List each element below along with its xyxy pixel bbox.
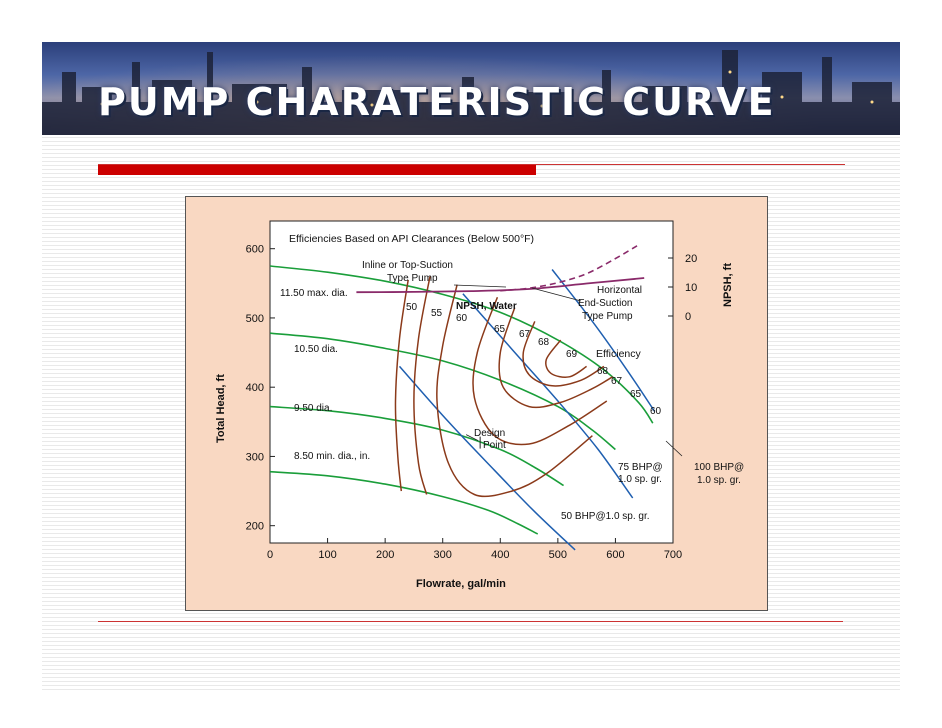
bhp-curve-0 <box>398 365 576 551</box>
efficiency-value-65b: 65 <box>630 389 642 400</box>
y2-tick-label: 0 <box>685 311 691 323</box>
head-curve-3 <box>269 470 539 535</box>
efficiency-value-65: 65 <box>494 324 506 335</box>
design-point-label-1: Design <box>474 428 505 439</box>
head-curve-2 <box>269 405 565 487</box>
efficiency-contour-5 <box>522 321 605 387</box>
efficiency-value-55: 55 <box>431 308 443 319</box>
efficiency-value-67b: 67 <box>611 376 623 387</box>
head-label-9-50: 9.50 dia. <box>294 403 332 414</box>
bhp-75-label-2: 1.0 sp. gr. <box>618 474 662 485</box>
y2-axis-label: NPSH, ft <box>722 263 734 307</box>
x-tick-label: 200 <box>376 549 394 561</box>
header-banner <box>42 42 900 135</box>
efficiency-value-60b: 60 <box>650 406 662 417</box>
npsh-inline-curve <box>500 244 639 292</box>
slide-title: PUMP CHARATERISTIC CURVE <box>98 80 776 124</box>
chart-title: Efficiencies Based on API Clearances (Be… <box>289 233 534 245</box>
bhp-75-label-1: 75 BHP@ <box>618 462 663 473</box>
efficiency-contour-6 <box>545 339 588 378</box>
bhp-100-label-2: 1.0 sp. gr. <box>697 475 741 486</box>
head-label-8-50: 8.50 min. dia., in. <box>294 451 370 462</box>
head-curve-1 <box>269 332 616 451</box>
title-accent-bar <box>98 165 536 175</box>
x-tick-label: 700 <box>664 549 682 561</box>
x-axis-label: Flowrate, gal/min <box>416 578 506 590</box>
x-tick-label: 600 <box>606 549 624 561</box>
annotation-arrow-1 <box>531 287 582 302</box>
efficiency-value-50: 50 <box>406 302 418 313</box>
chart-canvas: 0 100 200 300 400 500 600 700 200 300 400 500 600 0 10… <box>215 220 744 590</box>
y-tick-label: 500 <box>246 313 264 325</box>
efficiency-value-69: 69 <box>566 349 578 360</box>
pump-chart: 0 100 200 300 400 500 600 700 200 300 400 500 600 0 10… <box>185 196 768 611</box>
npsh-water-label: NPSH, Water <box>456 301 517 312</box>
bhp-50-label: 50 BHP@1.0 sp. gr. <box>561 511 650 522</box>
x-tick-label: 300 <box>434 549 452 561</box>
design-point-pointer <box>465 434 479 441</box>
bhp-100-label-1: 100 BHP@ <box>694 462 744 473</box>
head-curve-0 <box>269 265 654 424</box>
efficiency-value-60: 60 <box>456 313 468 324</box>
head-label-11-50: 11.50 max. dia. <box>280 288 348 299</box>
efficiency-contour-4 <box>498 307 613 409</box>
efficiency-value-68: 68 <box>538 337 550 348</box>
x-tick-label: 100 <box>318 549 336 561</box>
y-axis-label: Total Head, ft <box>215 374 227 443</box>
horizontal-pump-label-1: Horizontal <box>597 285 642 296</box>
x-tick-label: 500 <box>549 549 567 561</box>
efficiency-contour-3 <box>472 296 608 446</box>
x-tick-label: 400 <box>491 549 509 561</box>
bhp-curve-2 <box>551 269 656 412</box>
horizontal-pump-label-2: End-Suction <box>578 298 632 309</box>
annotation-arrow-2 <box>665 440 683 457</box>
inline-pump-label-2: Type Pump <box>387 273 438 284</box>
y-tick-label: 400 <box>246 382 264 394</box>
plot-area <box>269 220 674 544</box>
y-tick-label: 300 <box>246 451 264 463</box>
efficiency-contour-0 <box>394 279 409 492</box>
bhp-curve-1 <box>462 293 634 499</box>
inline-pump-label-1: Inline or Top-Suction <box>362 260 453 271</box>
efficiency-contour-1 <box>413 276 431 495</box>
design-point-label-2: Point <box>483 440 506 451</box>
y-tick-label: 600 <box>246 244 264 256</box>
x-tick-label: 0 <box>267 549 273 561</box>
footer-rule <box>98 621 843 622</box>
efficiency-value-67: 67 <box>519 329 531 340</box>
head-label-10-50: 10.50 dia. <box>294 344 338 355</box>
efficiency-value-68b: 68 <box>597 366 609 377</box>
y2-tick-label: 20 <box>685 253 697 265</box>
y-tick-label: 200 <box>246 521 264 533</box>
title-underline <box>98 164 845 165</box>
refinery-silhouette <box>42 50 900 135</box>
efficiency-contour-2 <box>436 284 593 498</box>
efficiency-label: Efficiency <box>596 348 641 360</box>
annotation-arrow-0 <box>453 284 507 288</box>
horizontal-pump-label-3: Type Pump <box>582 311 633 322</box>
y2-tick-label: 10 <box>685 282 697 294</box>
